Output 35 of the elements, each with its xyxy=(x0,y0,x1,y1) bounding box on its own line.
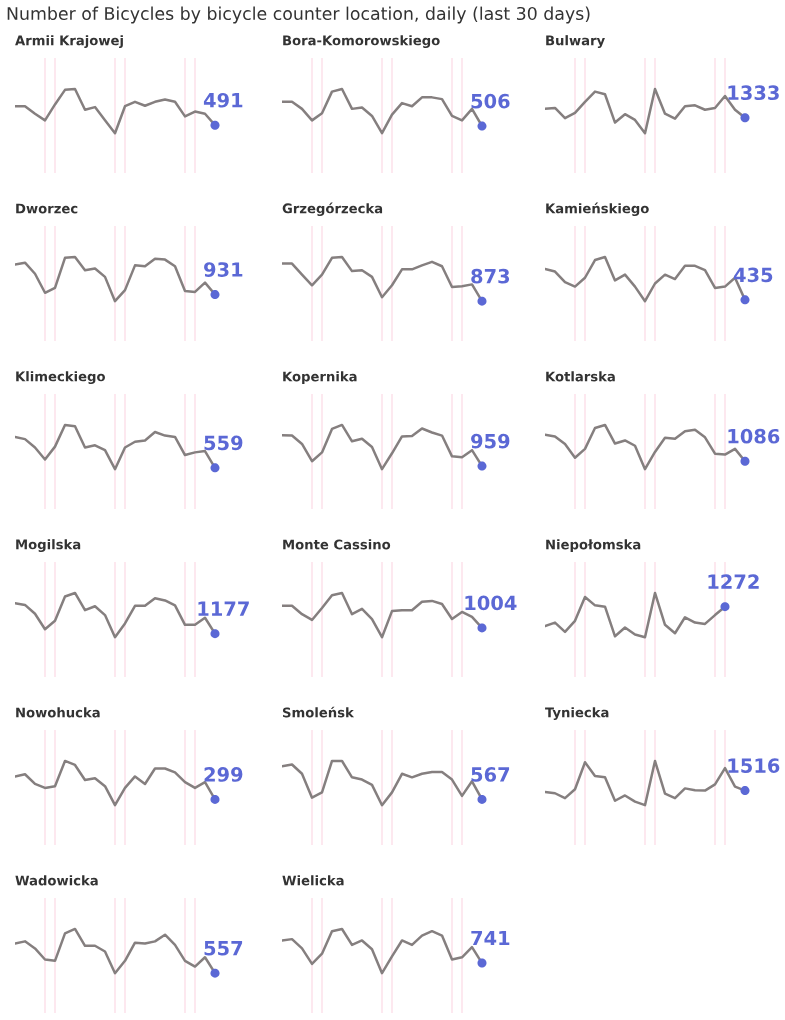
annotation: 299 xyxy=(204,767,243,782)
annotation: 557 xyxy=(204,941,243,956)
chart-title: Smoleńsk xyxy=(282,706,355,718)
chart-title: Mogilska xyxy=(16,539,81,552)
annotation: 491 xyxy=(203,92,243,108)
annotation: 873 xyxy=(471,268,510,284)
chart-title: Wielicka xyxy=(282,875,344,886)
chart-title: Grzegórzecka xyxy=(282,202,383,216)
annotation: 1086 xyxy=(728,428,780,444)
annotation: 435 xyxy=(733,267,773,283)
chart-title: Nowohucka xyxy=(16,707,100,718)
chart-title: Niepołomska xyxy=(546,539,641,552)
annotation: 1333 xyxy=(728,85,779,101)
chart-title: Kopernika xyxy=(283,371,357,384)
annotation: 567 xyxy=(471,767,510,782)
text: Number of Bicycles by bicycle counter location, daily (last 30 days) xyxy=(7,6,590,24)
annotation: 506 xyxy=(471,93,510,109)
chart-title: Bora-Komorowskiego xyxy=(283,35,440,48)
annotation: 741 xyxy=(471,930,510,946)
annotation: 1516 xyxy=(728,758,780,773)
chart-title: Bulwary xyxy=(546,35,605,48)
annotation: 1272 xyxy=(708,574,759,589)
annotation: 959 xyxy=(471,433,510,449)
chart-title: Tyniecka xyxy=(545,707,609,720)
chart-title: Kamieńskiego xyxy=(546,202,649,216)
annotation: 1004 xyxy=(465,595,517,611)
annotation: 1177 xyxy=(198,601,249,616)
annotation: 559 xyxy=(204,435,243,451)
chart-title: Klimeckiego xyxy=(16,371,105,384)
chart-title: Kotlarska xyxy=(546,371,615,382)
chart-title: Dworzec xyxy=(16,203,78,214)
chart-title: Armii Krajowej xyxy=(15,35,123,48)
chart-title: Monte Cassino xyxy=(283,539,391,550)
chart-title: Wadowicka xyxy=(15,875,98,886)
annotation: 931 xyxy=(204,262,243,277)
